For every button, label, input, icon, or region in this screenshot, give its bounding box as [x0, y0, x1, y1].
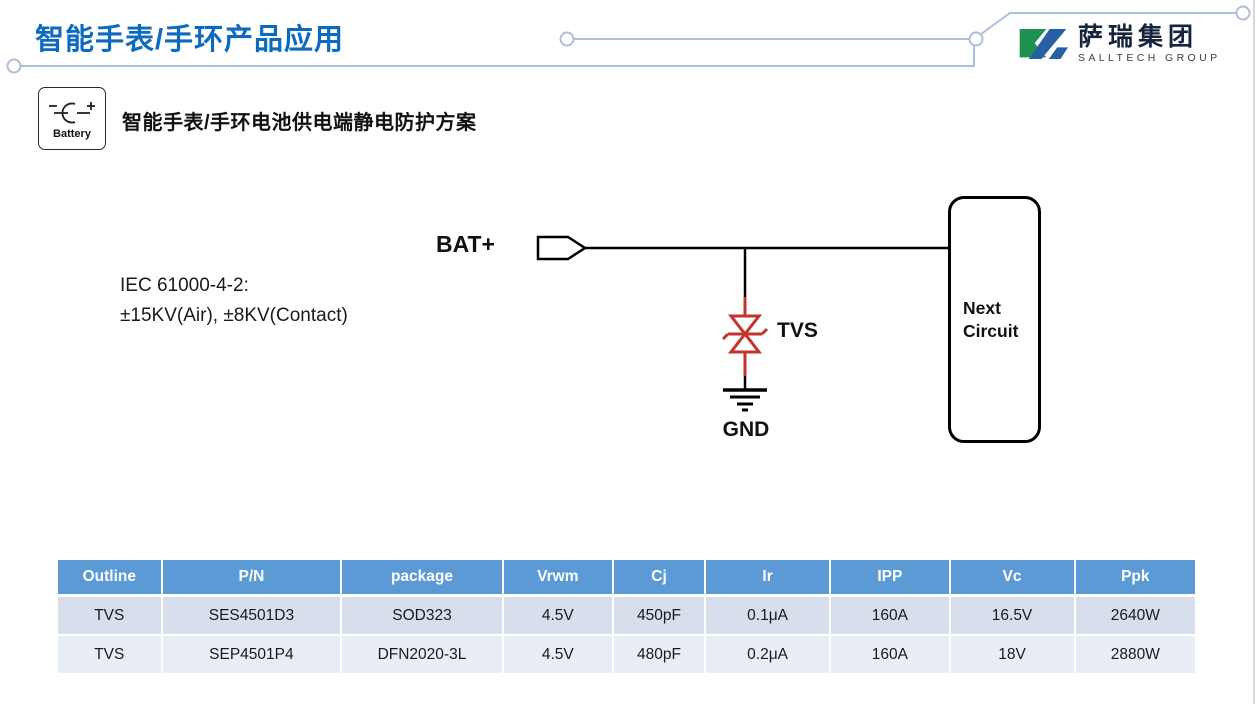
connector-node-icon: [968, 31, 984, 47]
ground-icon: [723, 376, 767, 412]
bat-plus-label: BAT+: [436, 231, 495, 257]
table-header-row: Outline P/N package Vrwm Cj Ir IPP Vc Pp…: [58, 560, 1195, 597]
section-subtitle: 智能手表/手环电池供电端静电防护方案: [122, 112, 477, 134]
table-cell: 160A: [831, 636, 951, 675]
connector-node-icon: [6, 58, 22, 74]
table-cell: SEP4501P4: [162, 636, 343, 675]
battery-badge-label: Battery: [53, 127, 91, 140]
table-cell: 2880W: [1075, 636, 1195, 675]
logo-text: 萨瑞集团 SALLTECH GROUP: [1078, 22, 1221, 65]
logo-mark-icon: [1019, 29, 1068, 59]
connector-line-lower: [21, 45, 975, 67]
table-cell: TVS: [58, 636, 163, 675]
table-cell: TVS: [58, 597, 163, 636]
table-cell: 2640W: [1075, 597, 1195, 636]
column-header: package: [342, 560, 504, 597]
table-cell: 0.1μA: [706, 597, 832, 636]
table-cell: SOD323: [342, 597, 504, 636]
connector-node-icon: [1235, 5, 1251, 21]
column-header: Vrwm: [503, 560, 614, 597]
next-circuit-box: Next Circuit: [948, 196, 1041, 443]
next-circuit-label: Next Circuit: [963, 297, 1019, 341]
connector-pentagon-icon: [536, 235, 588, 261]
tvs-label: TVS: [777, 319, 818, 342]
table-cell: 4.5V: [503, 636, 614, 675]
table-cell: 160A: [831, 597, 951, 636]
page-title: 智能手表/手环产品应用: [35, 24, 345, 56]
table-cell: SES4501D3: [162, 597, 343, 636]
column-header: Ir: [706, 560, 832, 597]
column-header: Outline: [58, 560, 163, 597]
tvs-diode-icon: [721, 297, 769, 376]
iec-standard-line1: IEC 61000-4-2:: [120, 275, 249, 296]
column-header: IPP: [831, 560, 951, 597]
column-header: P/N: [162, 560, 343, 597]
connector-line-diagonal: [980, 12, 1236, 35]
table-row: TVS SEP4501P4 DFN2020-3L 4.5V 480pF 0.2μ…: [58, 636, 1195, 675]
slide-right-edge: [1253, 0, 1255, 704]
iec-standard-line2: ±15KV(Air), ±8KV(Contact): [120, 305, 348, 327]
table-cell: 18V: [950, 636, 1076, 675]
spec-table: Outline P/N package Vrwm Cj Ir IPP Vc Pp…: [58, 560, 1195, 675]
header-connector-decoration: [6, 5, 1251, 74]
logo-name-en: SALLTECH GROUP: [1078, 52, 1221, 65]
logo-name-cn: 萨瑞集团: [1078, 22, 1199, 51]
table-row: TVS SES4501D3 SOD323 4.5V 450pF 0.1μA 16…: [58, 597, 1195, 636]
battery-icon: [49, 101, 95, 123]
battery-badge: Battery: [38, 87, 106, 150]
table-cell: 4.5V: [503, 597, 614, 636]
table-cell: DFN2020-3L: [342, 636, 504, 675]
column-header: Vc: [950, 560, 1076, 597]
gnd-label: GND: [722, 418, 770, 441]
column-header: Ppk: [1075, 560, 1195, 597]
table-cell: 480pF: [613, 636, 707, 675]
connector-node-icon: [559, 31, 575, 47]
iec-standard-text: IEC 61000-4-2: ±15KV(Air), ±8KV(Contact): [120, 271, 348, 332]
company-logo: 萨瑞集团 SALLTECH GROUP: [1018, 22, 1221, 66]
table-cell: 0.2μA: [706, 636, 832, 675]
table-cell: 16.5V: [950, 597, 1076, 636]
table-cell: 450pF: [613, 597, 707, 636]
column-header: Cj: [613, 560, 707, 597]
